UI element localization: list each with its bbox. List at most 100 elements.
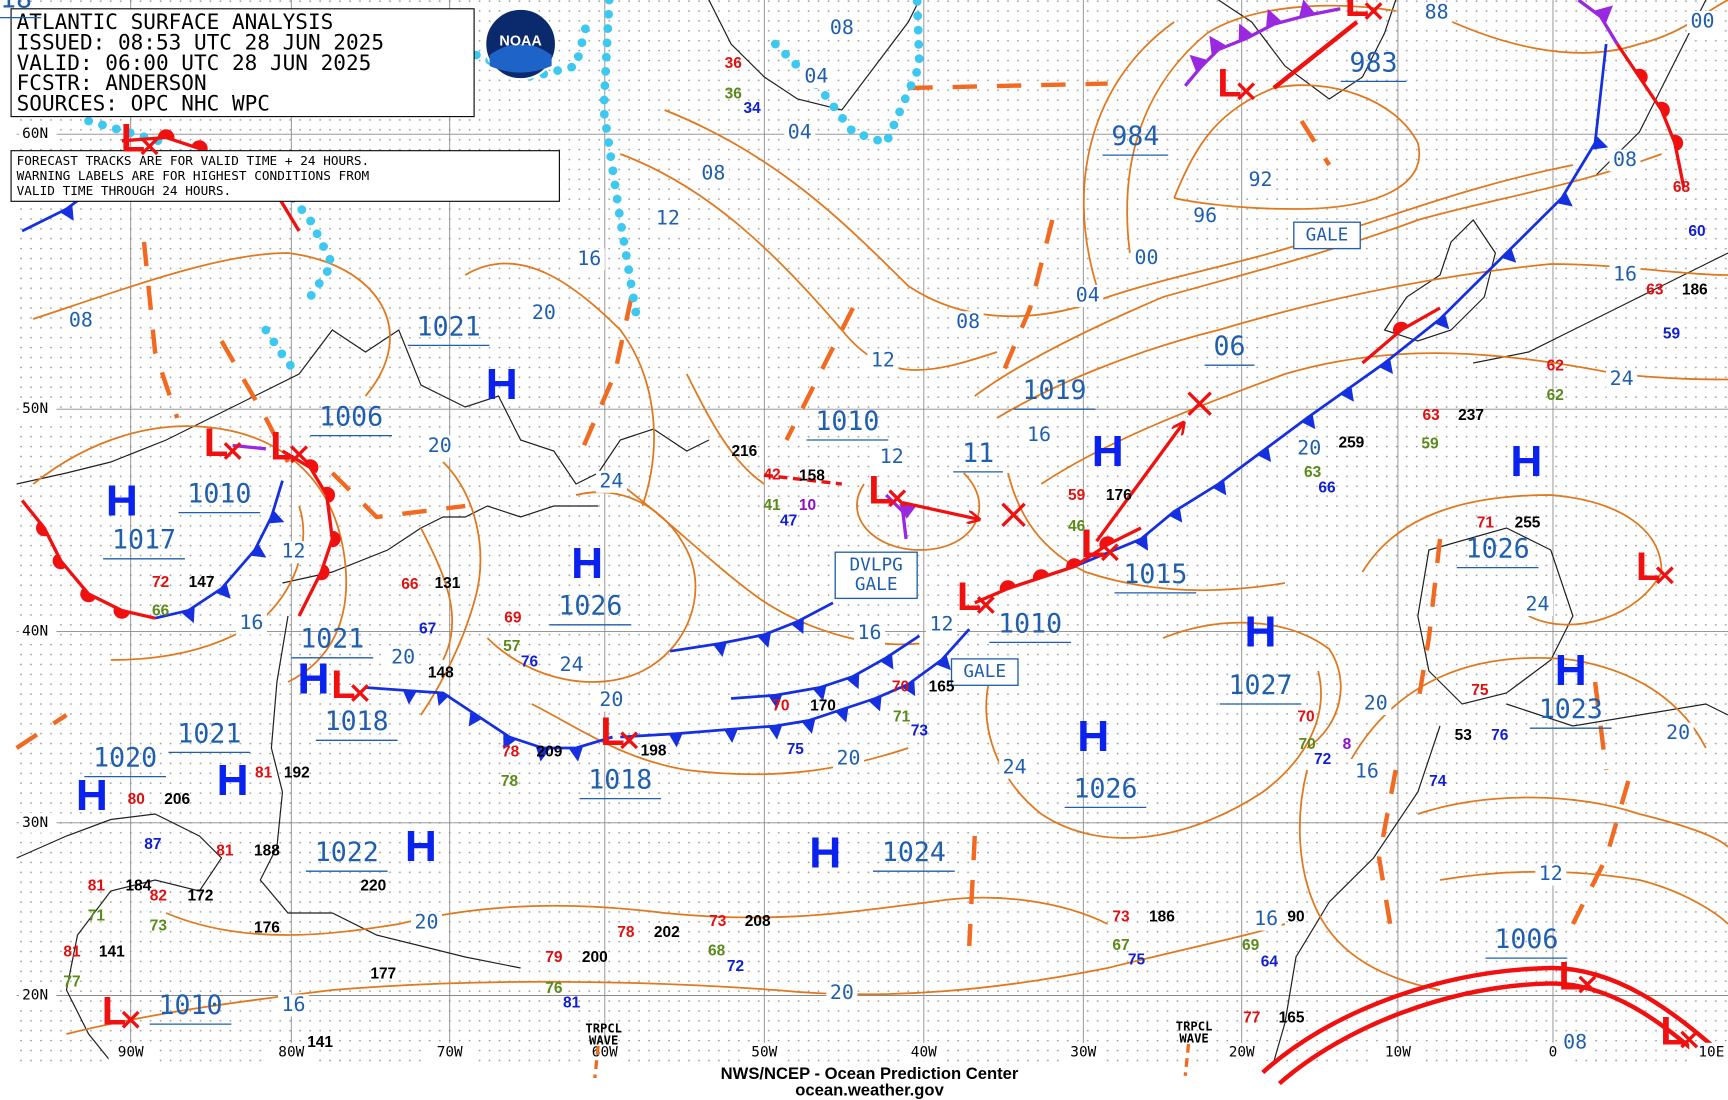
station-value: 70 (772, 697, 789, 714)
isobar-label: 12 (871, 348, 895, 371)
lat-label-box (18, 812, 57, 833)
isobar-label: 16 (239, 611, 263, 634)
isobar-label-bg (1609, 149, 1641, 172)
footer-line: NWS/NCEP - Ocean Prediction Center (721, 1064, 1019, 1083)
isobar-label: 08 (830, 16, 854, 39)
lon-label-box (901, 1042, 946, 1063)
warning-box (1293, 221, 1361, 250)
isobar-label-bg (235, 612, 267, 635)
station-value: 34 (744, 100, 762, 117)
station-value: 46 (1068, 518, 1086, 535)
isobar-label: 20 (414, 910, 438, 933)
station-value: 69 (504, 609, 522, 626)
station-value: 66 (1318, 480, 1336, 497)
station-value: 255 (1515, 515, 1541, 532)
isobar-label: 00 (1134, 246, 1158, 269)
station-value: 67 (1112, 937, 1129, 954)
pressure-label: 983 (1350, 47, 1398, 78)
low-cross (140, 137, 159, 156)
station-value: 70 (892, 679, 909, 696)
wave-word: TRPCL (1176, 1019, 1213, 1033)
isobar-label: 24 (1003, 755, 1027, 778)
station-value: 36 (725, 86, 743, 103)
isobar-label: 20 (391, 645, 415, 668)
lat-label: 50N (22, 401, 48, 417)
low-cross (121, 1010, 140, 1029)
isobar-label-bg (867, 349, 899, 372)
station-value: 74 (1429, 773, 1447, 790)
wave-trough (593, 1045, 600, 1079)
isobar-label-bg (1521, 594, 1553, 616)
isobar-label: 24 (1610, 367, 1634, 390)
isobar-label-bg (528, 302, 560, 325)
station-value: 53 (1455, 727, 1473, 744)
station-value: 60 (1688, 223, 1705, 240)
station-value: 63 (1423, 407, 1441, 424)
station-value: 82 (150, 888, 167, 905)
station-value: 176 (1106, 487, 1132, 504)
station-value: 70 (1298, 736, 1315, 753)
isobar-label-bg (854, 622, 886, 645)
low-cross (888, 489, 907, 508)
isobar-label: 12 (880, 445, 904, 468)
lon-label: 20W (1229, 1045, 1255, 1061)
isobar-label-bg (652, 207, 684, 230)
pressure-label: 11 (962, 438, 994, 469)
isobar-label: 24 (599, 469, 623, 492)
wave-word: WAVE (589, 1033, 618, 1047)
high-symbol: H (1077, 712, 1109, 761)
warning-label: DVLPG GALE (850, 555, 903, 595)
isobar-label: 16 (1613, 263, 1637, 286)
pressure-label: 1017 (112, 525, 176, 556)
lon-label: 60W (592, 1045, 618, 1061)
warning-box (834, 551, 918, 600)
footer-line: ocean.weather.gov (795, 1081, 944, 1100)
isobar-label-bg (1687, 11, 1719, 33)
isobar-label: 20 (1297, 436, 1321, 459)
pressure-label: 1026 (558, 591, 622, 622)
isobar-label-bg (1245, 169, 1277, 192)
station-value: 69 (1242, 937, 1260, 954)
station-value: 10 (799, 497, 816, 514)
header-line: ISSUED: 08:53 UTC 28 JUN 2025 (17, 30, 384, 54)
isobar-label-bg (832, 748, 864, 770)
station-value: 78 (617, 924, 635, 941)
station-value: 81 (563, 994, 581, 1011)
station-value: 259 (1338, 434, 1364, 451)
isobar-label: 12 (1539, 862, 1563, 885)
station-value: 170 (810, 697, 836, 714)
isobar-label: 16 (282, 993, 306, 1016)
isobar-label: 20 (830, 981, 854, 1004)
station-value: 192 (284, 764, 310, 781)
station-value: 147 (189, 574, 215, 591)
isobar-label: 16 (1254, 907, 1278, 930)
station-value: 76 (1491, 727, 1509, 744)
isobar-label: 08 (1613, 148, 1637, 171)
station-value: 36 (725, 55, 743, 72)
station-value: 81 (255, 764, 273, 781)
isobar-label-bg (876, 446, 908, 469)
isobar-label: 24 (1525, 593, 1549, 616)
isobar-label: 20 (1666, 721, 1690, 744)
station-value: 73 (150, 917, 168, 934)
station-value: 141 (307, 1034, 333, 1051)
station-value: 87 (144, 836, 161, 853)
pressure-label: 1006 (319, 402, 383, 433)
high-symbol: H (809, 829, 841, 878)
low-cross (1655, 566, 1674, 585)
lon-label-box (1689, 1042, 1728, 1063)
header-line: ATLANTIC SURFACE ANALYSIS (17, 10, 334, 34)
high-symbol: H (571, 539, 603, 588)
lat-label-box (18, 399, 57, 420)
header-line: VALID: 06:00 UTC 28 JUN 2025 (17, 51, 372, 75)
lon-label-box (582, 1042, 627, 1063)
isobar-label: 08 (1563, 1030, 1587, 1053)
high-symbol: H (1510, 437, 1542, 486)
isobar-label-bg (1293, 437, 1325, 460)
station-value: 81 (88, 878, 106, 895)
warning-box (950, 658, 1019, 686)
isobar-label-bg (1535, 863, 1567, 886)
notice-line: WARNING LABELS ARE FOR HIGHEST CONDITION… (17, 168, 370, 183)
station-value: 209 (536, 744, 562, 761)
station-value: 71 (1477, 515, 1495, 532)
